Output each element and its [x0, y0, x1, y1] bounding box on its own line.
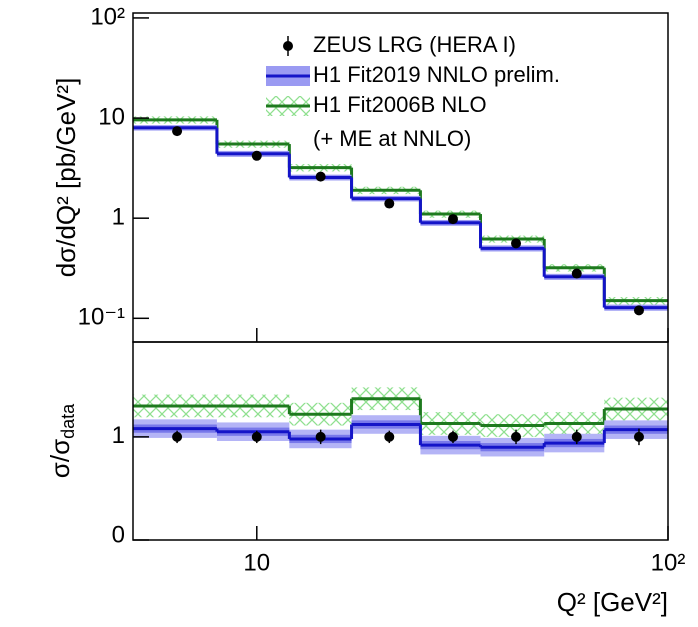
- x-axis-label: Q² [GeV²]: [557, 587, 668, 617]
- y-axis-label-main: σ/σ: [45, 439, 75, 478]
- data-point: [172, 431, 183, 442]
- legend: ZEUS LRG (HERA I) H1 Fit2019 NNLO prelim.…: [266, 32, 560, 151]
- y-tick-label: 1: [112, 204, 125, 231]
- data-point: [384, 198, 395, 209]
- y-tick-label: 10: [98, 103, 125, 130]
- data-point: [315, 431, 326, 442]
- data-point: [511, 431, 522, 442]
- y-tick-label: 1: [112, 422, 125, 449]
- panel: 10² 10 1 10⁻¹ dσ/dQ² [pb/GeV²] ZEUS LRG (HERA…: [51, 3, 669, 343]
- y-tick-label: 0: [112, 521, 125, 548]
- legend-label: H1 Fit2006B NLO: [313, 92, 487, 117]
- y-axis-label-sub: data: [58, 403, 78, 439]
- plot-area: [133, 387, 668, 457]
- x-tick-label: 10²: [651, 549, 686, 576]
- data-point: [315, 171, 326, 182]
- y-tick-label: 10²: [90, 3, 125, 30]
- y-axis-label: σ/σdata: [45, 403, 78, 478]
- plot-area: [133, 116, 668, 316]
- y-tick-label: 10⁻¹: [78, 304, 125, 331]
- legend-note: (+ ME at NNLO): [313, 126, 471, 151]
- legend-label: H1 Fit2019 NNLO prelim.: [313, 62, 560, 87]
- data-point: [633, 305, 644, 316]
- data-point: [447, 431, 458, 442]
- data-point: [447, 214, 458, 225]
- data-point: [251, 150, 262, 161]
- y-axis-label: dσ/dQ² [pb/GeV²]: [51, 78, 81, 278]
- data-point: [172, 126, 183, 137]
- data-point: [633, 431, 644, 442]
- panel: 0 1 10 10² σ/σdata Q² [GeV²]: [45, 341, 686, 617]
- data-point: [251, 431, 262, 442]
- frame: [132, 341, 669, 541]
- data-point: [571, 431, 582, 442]
- data-point: [511, 238, 522, 249]
- legend-label: ZEUS LRG (HERA I): [313, 32, 516, 57]
- legend-symbol: [283, 41, 293, 51]
- data-point: [571, 268, 582, 279]
- x-tick-label: 10: [243, 549, 270, 576]
- data-point: [384, 431, 395, 442]
